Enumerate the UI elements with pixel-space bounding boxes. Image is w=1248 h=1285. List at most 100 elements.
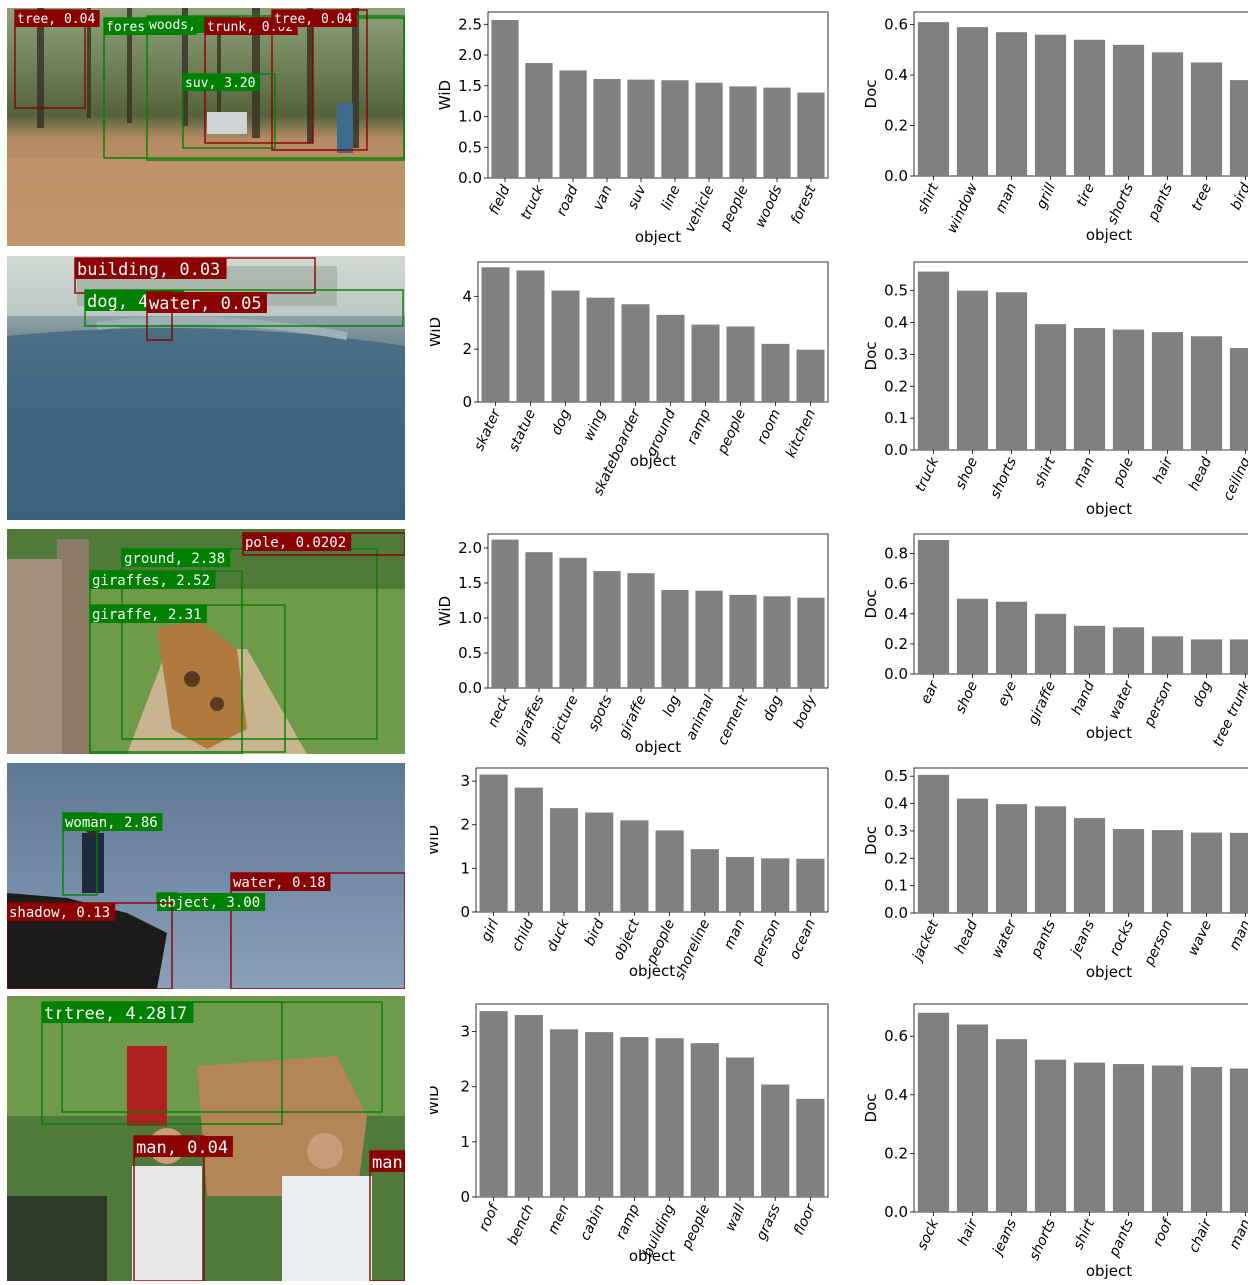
detection-label: tree, 4.28	[64, 1004, 166, 1024]
x-tick-label: ramp	[684, 407, 714, 447]
x-tick-label: vehicle	[682, 183, 718, 235]
figure-row-4: woman, 2.86 water, 0.18 object, 3.00 shadow…	[0, 756, 1248, 992]
bar-neck	[491, 539, 519, 688]
bar-line	[661, 80, 689, 178]
x-tick-label: tire	[1074, 181, 1099, 209]
x-tick-label: floor	[791, 1201, 820, 1238]
x-tick-label: duck	[544, 916, 573, 954]
bar-shorts	[995, 292, 1028, 450]
x-axis-label: object	[1086, 226, 1132, 244]
bar-shirt	[917, 22, 950, 176]
bar-ground	[656, 314, 685, 402]
x-tick-label: sock	[914, 1216, 942, 1252]
y-tick-label: 0	[460, 903, 470, 921]
y-tick-label: 2.5	[458, 15, 482, 33]
y-tick-label: 0.2	[884, 117, 908, 135]
plot-frame	[475, 1003, 829, 1198]
x-axis-label: object	[630, 452, 676, 470]
bar-hair	[1151, 332, 1184, 450]
x-tick-label: shorts	[1104, 181, 1137, 227]
x-tick-label: bench	[505, 1202, 538, 1248]
y-axis-label: Doc	[862, 826, 880, 855]
y-tick-label: 0.2	[884, 377, 908, 395]
bar-water	[1112, 627, 1145, 674]
y-tick-label: 1.0	[458, 108, 482, 126]
bar-animal	[695, 590, 723, 688]
x-tick-label: bird	[1228, 181, 1248, 213]
detections-overlay: woman, 2.86 water, 0.18 object, 3.00 shadow…	[7, 812, 405, 989]
bar-giraffe	[1034, 613, 1067, 674]
x-tick-label: jacket	[909, 917, 942, 964]
y-tick-label: 2	[460, 816, 470, 834]
x-tick-label: hair	[955, 1216, 981, 1248]
plot-frame	[913, 261, 1248, 451]
x-tick-label: suv	[625, 182, 650, 212]
y-tick-label: 0.0	[884, 665, 908, 683]
x-tick-label: shirt	[914, 180, 942, 216]
y-tick-label: 0	[462, 393, 472, 411]
y-axis-label: Doc	[862, 590, 880, 619]
bar-room	[761, 343, 790, 402]
x-tick-label: roof	[1150, 1215, 1177, 1249]
y-tick-label: 0.3	[884, 822, 908, 840]
x-tick-label: roof	[476, 1200, 503, 1234]
bar-bench	[514, 1015, 543, 1197]
bar-bird	[1229, 80, 1248, 176]
detection-label-bg	[243, 533, 352, 551]
x-tick-label: man	[1226, 918, 1248, 953]
detection-label: suv, 3.20	[185, 76, 255, 91]
y-tick-label: 2.0	[458, 46, 482, 64]
detection-label: water, 0.18	[233, 875, 326, 891]
y-tick-label: 0.6	[884, 1027, 908, 1045]
x-tick-label: shoe	[953, 455, 982, 492]
x-tick-label: line	[658, 183, 683, 213]
bar-rocks	[1112, 829, 1145, 913]
x-tick-label: man	[1070, 455, 1098, 490]
bar-body	[797, 597, 825, 688]
detection-label-bg	[90, 605, 207, 623]
x-tick-label: man	[992, 181, 1020, 216]
detection-label: pole, 0.0202	[245, 535, 346, 551]
y-tick-label: 0.4	[884, 314, 908, 332]
bar-person	[761, 858, 790, 912]
x-tick-label: shorts	[1026, 1217, 1059, 1263]
bar-grass	[761, 1084, 790, 1197]
x-tick-label: chair	[1186, 1216, 1216, 1255]
x-tick-label: man	[1226, 1217, 1248, 1252]
wid-chart-row-1: 0.0 0.5 1.0 1.5 2.0 2.5 WiD field truck road van su…	[436, 11, 829, 246]
y-tick-label: 1.5	[458, 77, 482, 95]
x-tick-label: truck	[518, 182, 548, 222]
x-tick-label: dog	[760, 693, 786, 724]
detection-label-bg	[157, 893, 266, 911]
plot-frame	[477, 261, 829, 403]
x-tick-label: grill	[1034, 181, 1060, 212]
x-tick-label: people	[714, 407, 749, 458]
bar-truck	[917, 271, 950, 450]
x-tick-label: cabin	[577, 1202, 608, 1243]
x-tick-label: woods	[752, 183, 785, 230]
x-tick-label: rocks	[1107, 918, 1137, 959]
bar-kitchen	[796, 349, 825, 402]
x-tick-label: giraffe	[1025, 679, 1059, 727]
bar-shoe	[956, 290, 989, 450]
bar-eye	[995, 601, 1028, 674]
doc-chart-row-1: 0.0 0.2 0.4 0.6 Doc shirt window man grill tire sh…	[862, 11, 1248, 244]
bar-log	[661, 590, 689, 688]
x-axis-label: object	[629, 962, 675, 980]
bar-ramp	[620, 1037, 649, 1197]
detection-label-bg	[183, 74, 260, 91]
y-tick-label: 0.2	[884, 849, 908, 867]
bar-jeans	[1073, 818, 1106, 913]
x-tick-label: shirt	[1031, 454, 1059, 490]
y-tick-label: 0.4	[884, 795, 908, 813]
x-axis-label: object	[629, 1247, 675, 1265]
plot-frame	[913, 767, 1248, 914]
plot-frame	[913, 1003, 1248, 1213]
bar-hair	[956, 1024, 989, 1212]
x-tick-label: hair	[1150, 454, 1176, 486]
bar-van	[593, 79, 621, 178]
